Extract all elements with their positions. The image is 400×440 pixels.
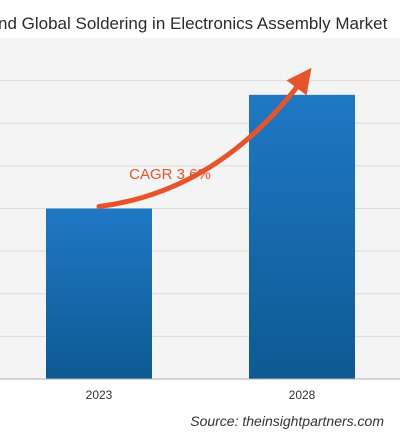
source-note: Source: theinsightpartners.com	[190, 413, 384, 429]
cagr-arrow	[96, 67, 312, 209]
bar-2023	[46, 208, 152, 379]
x-axis-ticks: 2023 2028	[86, 388, 316, 402]
bars	[46, 94, 355, 379]
cagr-label: CAGR 3.6%	[129, 166, 211, 183]
x-tick-label: 2028	[289, 388, 316, 402]
bar-2028	[249, 94, 355, 379]
x-tick-label: 2023	[86, 388, 113, 402]
chart-title: nd Global Soldering in Electronics Assem…	[0, 14, 388, 33]
